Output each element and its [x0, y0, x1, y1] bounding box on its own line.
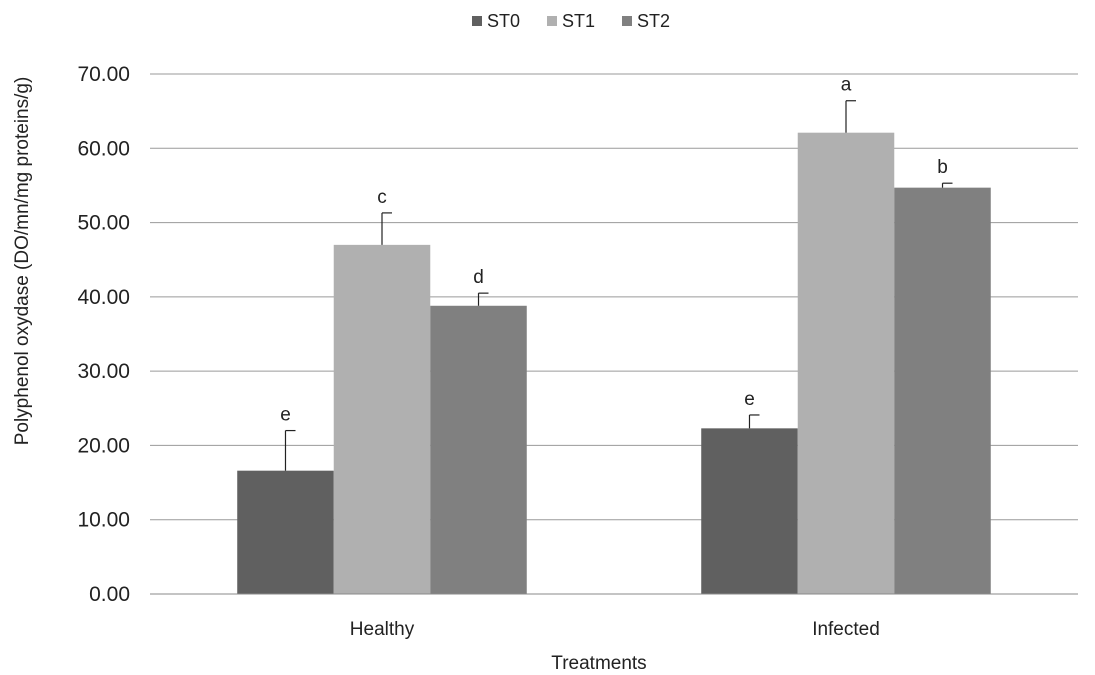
y-tick-label: 50.00 [77, 212, 130, 235]
significance-letter: b [937, 157, 948, 178]
x-axis-categories: Healthy Infected [350, 619, 880, 640]
bar [798, 133, 895, 594]
y-tick-label: 30.00 [77, 360, 130, 383]
x-axis-title: Treatments [551, 653, 646, 674]
significance-letter: e [280, 405, 291, 426]
bar [237, 471, 334, 594]
y-tick-label: 60.00 [77, 137, 130, 160]
y-tick-label: 40.00 [77, 286, 130, 309]
legend-label: ST1 [562, 11, 595, 31]
y-axis-ticks: 0.00 10.00 20.00 30.00 40.00 50.00 60.00 70.00 [77, 63, 130, 606]
bar [701, 428, 798, 594]
bar [430, 306, 527, 594]
significance-letter: e [744, 389, 755, 410]
legend: ST0 ST1 ST2 [472, 11, 670, 31]
x-category-label: Healthy [350, 619, 415, 640]
bar [334, 245, 431, 594]
significance-letter: d [473, 267, 484, 288]
y-axis-title: Polyphenol oxydase (DO/mn/mg proteins/g) [12, 77, 33, 446]
legend-swatch [622, 16, 632, 26]
y-tick-label: 70.00 [77, 63, 130, 86]
legend-swatch [547, 16, 557, 26]
y-tick-label: 10.00 [77, 509, 130, 532]
significance-letter: c [377, 187, 387, 208]
legend-label: ST0 [487, 11, 520, 31]
y-tick-label: 0.00 [89, 583, 130, 606]
legend-label: ST2 [637, 11, 670, 31]
x-category-label: Infected [812, 619, 880, 640]
bar [894, 188, 991, 594]
legend-swatch [472, 16, 482, 26]
bars [237, 133, 991, 594]
significance-letter: a [841, 75, 852, 96]
y-tick-label: 20.00 [77, 434, 130, 457]
